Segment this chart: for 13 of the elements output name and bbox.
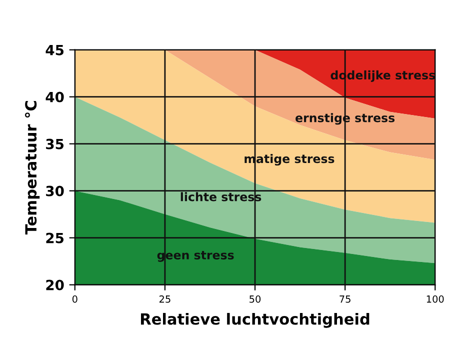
x-tick-label: 75 [340,296,350,303]
x-tick-label: 50 [250,295,261,303]
y-tick-label: 45 [46,44,64,56]
x-axis-title: Relatieve luchtvochtigheid [140,312,370,328]
y-tick-label: 30 [46,186,64,196]
x-tick-label: 0 [72,295,78,303]
x-tick-label: 25 [159,295,170,303]
y-tick-label: 35 [46,138,64,150]
y-tick-label: 25 [46,232,64,244]
y-tick-label: 40 [46,92,64,102]
y-axis-title: Temperatuur °C [24,101,40,235]
y-tick-label: 20 [46,280,64,290]
x-tick-label: 100 [426,295,444,303]
